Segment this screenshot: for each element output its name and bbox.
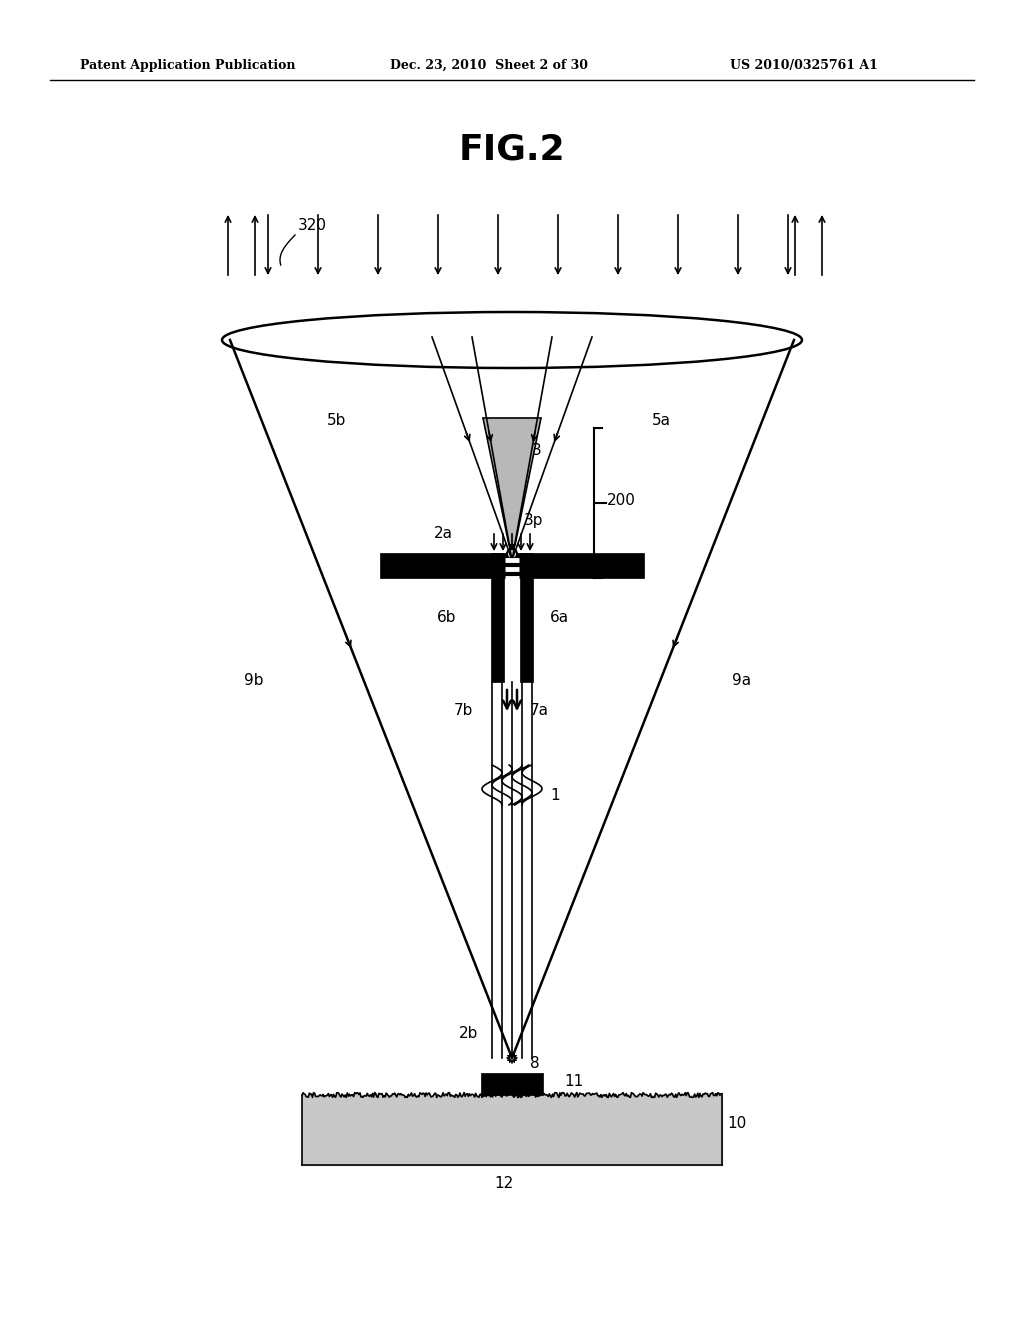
Text: 5a: 5a	[652, 413, 671, 428]
Text: 5b: 5b	[327, 413, 346, 428]
Bar	[490, 553, 504, 682]
Text: 9b: 9b	[244, 673, 263, 688]
Text: 6a: 6a	[550, 610, 569, 624]
Text: 320: 320	[298, 218, 327, 232]
Text: Patent Application Publication: Patent Application Publication	[80, 58, 296, 71]
Bar	[380, 553, 644, 578]
Text: Dec. 23, 2010  Sheet 2 of 30: Dec. 23, 2010 Sheet 2 of 30	[390, 58, 588, 71]
Bar	[520, 553, 534, 682]
Text: 7b: 7b	[454, 704, 473, 718]
Text: 8: 8	[530, 1056, 540, 1071]
Text: 3p: 3p	[524, 513, 544, 528]
Text: 7a: 7a	[530, 704, 549, 718]
Text: 6b: 6b	[437, 610, 457, 624]
Bar	[481, 1073, 543, 1096]
Text: FIG.2: FIG.2	[459, 133, 565, 168]
Text: 9a: 9a	[732, 673, 752, 688]
Text: 12: 12	[494, 1176, 513, 1191]
Text: 3: 3	[532, 444, 542, 458]
Bar	[302, 1096, 722, 1166]
Text: 2b: 2b	[459, 1026, 478, 1041]
Text: US 2010/0325761 A1: US 2010/0325761 A1	[730, 58, 878, 71]
Text: 10: 10	[727, 1115, 746, 1131]
Circle shape	[507, 549, 517, 558]
Text: 200: 200	[607, 492, 636, 508]
Text: 2a: 2a	[434, 525, 453, 541]
Text: 11: 11	[564, 1074, 584, 1089]
Polygon shape	[483, 418, 541, 545]
Text: 1: 1	[550, 788, 560, 803]
